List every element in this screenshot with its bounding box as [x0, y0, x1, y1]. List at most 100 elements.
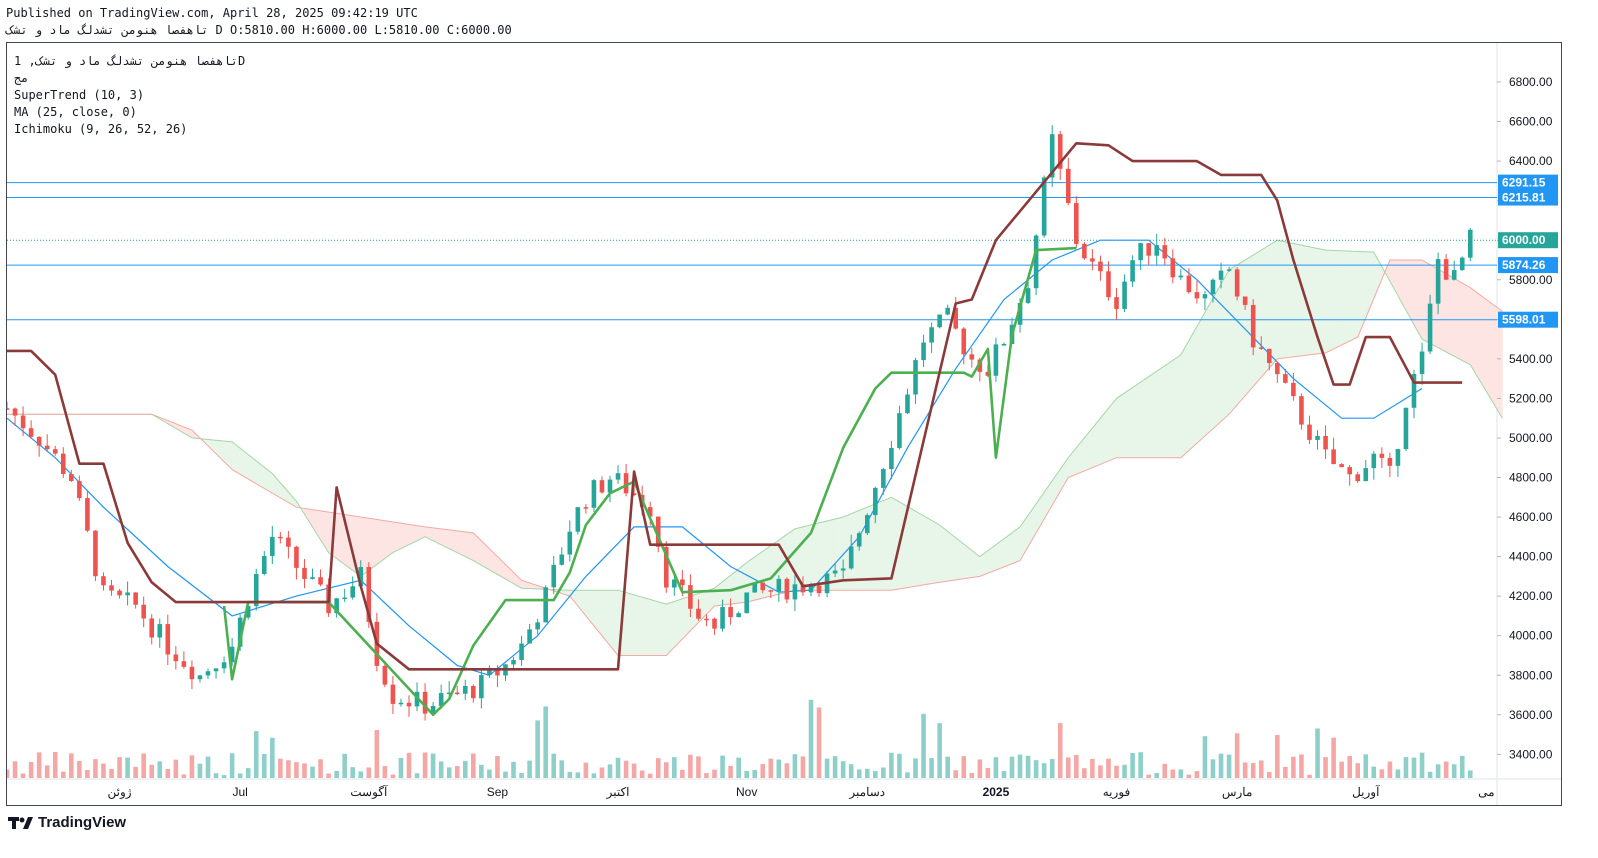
volume-bar: [7, 769, 10, 778]
cloud-segment: [243, 450, 249, 480]
cloud-segment: [468, 532, 474, 562]
candle-body: [864, 515, 870, 534]
price-tag-label: 6000.00: [1502, 233, 1546, 247]
cloud-segment: [661, 602, 667, 656]
price-chart[interactable]: 6800.006600.006400.006200.006000.005800.…: [7, 43, 1561, 805]
volume-bar: [897, 753, 902, 778]
candle-body: [286, 537, 291, 547]
cloud-segment: [790, 528, 796, 592]
cloud-segment: [947, 530, 953, 582]
grid: [7, 43, 1561, 805]
candle-body: [117, 590, 122, 596]
y-tick-label: 5000.00: [1509, 431, 1553, 445]
cloud-segment: [987, 547, 993, 574]
cloud-segment: [440, 528, 446, 548]
candle-body: [1178, 275, 1184, 278]
cloud-segment: [923, 515, 928, 586]
cloud-segment: [919, 512, 924, 586]
cloud-segment: [589, 589, 595, 627]
x-tick-label: می: [1478, 785, 1494, 799]
legend-supertrend[interactable]: SuperTrend (10, 3): [14, 88, 145, 102]
candle-body: [358, 567, 364, 587]
x-tick-label: دسامبر: [848, 785, 885, 799]
cloud-segment: [1361, 251, 1367, 328]
volume-bar: [696, 756, 701, 778]
cloud-segment: [1124, 389, 1129, 459]
legend-ma[interactable]: MA (25, close, 0): [14, 105, 137, 119]
cloud-segment: [1260, 247, 1266, 379]
cloud-segment: [388, 521, 394, 557]
candle-body: [479, 675, 484, 699]
candle-body: [1074, 203, 1079, 244]
cloud-segment: [883, 498, 888, 591]
volume-bar: [607, 764, 613, 778]
candle-body: [680, 579, 685, 586]
cloud-segment: [368, 517, 374, 572]
cloud-segment: [1405, 259, 1411, 319]
candle-body: [173, 654, 179, 662]
y-tick-label: 4400.00: [1509, 550, 1553, 564]
candle-body: [752, 582, 758, 593]
cloud-segment: [1116, 395, 1121, 459]
volume-bar: [1443, 761, 1449, 778]
volume-bar: [792, 754, 798, 778]
y-tick-label: 4600.00: [1509, 510, 1553, 524]
ma-line: [7, 239, 1423, 676]
cloud-segment: [830, 518, 836, 591]
volume-bar: [551, 753, 557, 778]
candle-body: [390, 684, 396, 704]
cloud-segment: [854, 510, 860, 591]
cloud-segment: [1176, 354, 1182, 459]
candle-body: [1443, 259, 1449, 280]
volume-bar: [937, 723, 942, 778]
candle-body: [1186, 275, 1192, 293]
volume-bar: [1347, 756, 1352, 778]
cloud-segment: [1277, 239, 1282, 360]
volume-bar: [471, 753, 476, 778]
candle-body: [310, 577, 315, 579]
volume-bar: [1363, 754, 1369, 778]
cloud-segment: [1088, 427, 1093, 470]
cloud-segment: [1156, 367, 1162, 459]
cloud-segment: [1220, 275, 1226, 423]
volume-bar: [181, 774, 187, 778]
cloud-segment: [1244, 256, 1250, 397]
volume-bar: [1299, 754, 1304, 778]
cloud-segment: [473, 532, 478, 564]
candle-body: [663, 546, 669, 588]
candle-body: [1250, 304, 1256, 348]
candle-body: [181, 661, 187, 667]
time-axis: ژوئن Jul آگوست Sep اکتبر Nov دسامبر 2025 فوریه ما…: [108, 784, 1495, 799]
cloud-segment: [613, 589, 619, 657]
cloud-segment: [645, 597, 651, 656]
volume-bar: [438, 761, 444, 778]
candle-body: [20, 415, 26, 429]
tradingview-logo[interactable]: TradingView: [8, 814, 126, 831]
volume-bar: [1057, 723, 1063, 778]
cloud-segment: [336, 512, 341, 563]
volume-bar: [1122, 764, 1127, 778]
y-tick-label: 4000.00: [1509, 629, 1553, 643]
candle-body: [60, 453, 66, 474]
cloud-segment: [456, 530, 462, 556]
candle-body: [736, 613, 741, 618]
volume-bar: [519, 773, 524, 778]
legend-ichimoku[interactable]: Ichimoku (9, 26, 52, 26): [14, 122, 188, 136]
candle-body: [430, 705, 436, 714]
cloud-segment: [251, 457, 257, 485]
x-tick-label: ژوئن: [108, 785, 132, 799]
cloud-segment: [1007, 532, 1013, 566]
volume-bar: [454, 766, 460, 778]
volume-bar: [1467, 770, 1473, 778]
volume-bar: [1049, 758, 1055, 778]
cloud-segment: [263, 466, 269, 492]
volume-bar: [760, 764, 766, 778]
y-tick-label: 4800.00: [1509, 471, 1553, 485]
candle-body: [760, 582, 766, 591]
y-tick-label: 5200.00: [1509, 391, 1553, 405]
cloud-segment: [1240, 259, 1246, 402]
volume-bar: [647, 773, 653, 778]
volume-bar: [800, 756, 806, 778]
candle-body: [302, 567, 307, 579]
cloud-segment: [1365, 251, 1371, 318]
